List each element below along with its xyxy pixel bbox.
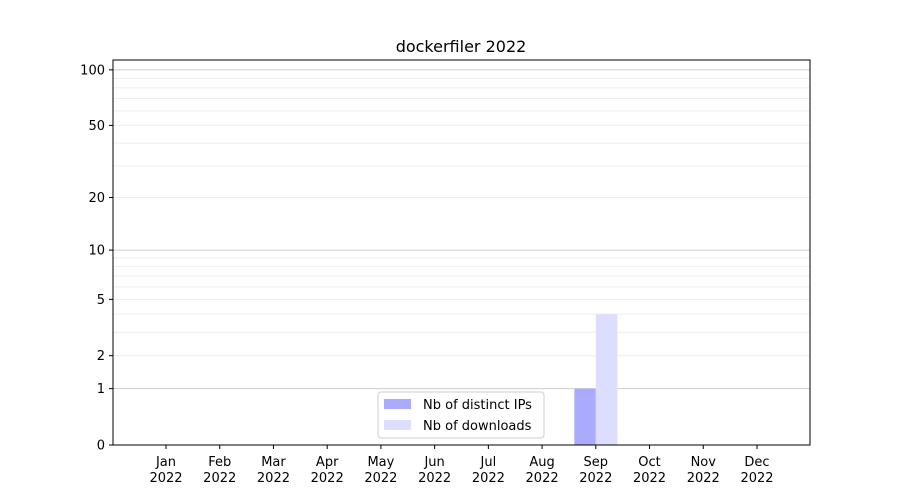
y-tick-label: 0 — [97, 439, 105, 454]
x-axis: Jan2022Feb2022Mar2022Apr2022May2022Jun20… — [149, 445, 774, 486]
x-tick-label: Feb — [208, 455, 231, 470]
bars — [574, 314, 618, 445]
y-axis: 0 1 2 5 10 20 50 100 — [80, 63, 113, 454]
legend-label-ips: Nb of distinct IPs — [423, 398, 532, 413]
x-tick-label: 2022 — [740, 471, 773, 486]
x-tick-label: 2022 — [418, 471, 451, 486]
x-tick-label: Oct — [638, 455, 660, 470]
bar-downloads — [595, 314, 618, 445]
y-tick-label: 10 — [88, 244, 105, 259]
legend: Nb of distinct IPs Nb of downloads — [377, 391, 545, 439]
grid — [113, 69, 810, 390]
x-tick-label: Apr — [316, 455, 339, 470]
y-tick-label: 2 — [97, 349, 105, 364]
x-tick-label: Jul — [480, 455, 497, 470]
legend-label-downloads: Nb of downloads — [423, 419, 532, 434]
y-tick-label: 1 — [97, 382, 105, 397]
chart-title: dockerfiler 2022 — [396, 37, 527, 56]
x-tick-label: Mar — [261, 455, 286, 470]
x-tick-label: 2022 — [311, 471, 344, 486]
x-tick-label: 2022 — [472, 471, 505, 486]
x-tick-label: May — [367, 455, 394, 470]
x-tick-label: Jun — [423, 455, 444, 470]
legend-frame — [377, 391, 545, 439]
x-tick-label: Aug — [529, 455, 554, 470]
x-tick-label: 2022 — [526, 471, 559, 486]
y-tick-label: 100 — [80, 63, 105, 78]
x-tick-label: 2022 — [203, 471, 236, 486]
x-tick-label: 2022 — [633, 471, 666, 486]
x-tick-label: 2022 — [257, 471, 290, 486]
legend-swatch-ips — [384, 399, 411, 409]
x-tick-label: 2022 — [579, 471, 612, 486]
plot-frame — [112, 59, 811, 446]
bar-distinct-ips — [574, 388, 596, 445]
y-tick-label: 5 — [97, 293, 105, 308]
x-tick-label: Dec — [744, 455, 769, 470]
legend-swatch-downloads — [384, 420, 411, 430]
x-tick-label: Nov — [691, 455, 717, 470]
x-tick-label: Sep — [584, 455, 609, 470]
x-tick-label: 2022 — [364, 471, 397, 486]
x-tick-label: Jan — [155, 455, 176, 470]
x-tick-label: 2022 — [687, 471, 720, 486]
x-tick-label: 2022 — [149, 471, 182, 486]
y-tick-label: 20 — [88, 191, 105, 206]
y-tick-label: 50 — [88, 119, 105, 134]
